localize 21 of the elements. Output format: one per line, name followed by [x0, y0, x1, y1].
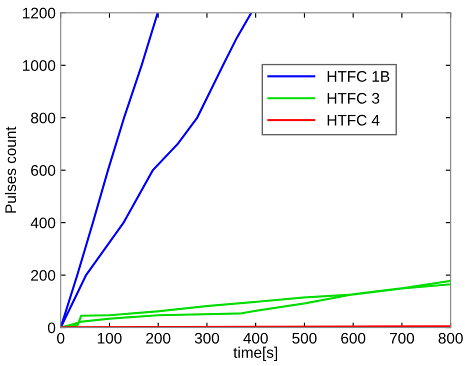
- y-tick-label: 400: [30, 218, 56, 228]
- y-tick-label: 0: [48, 322, 56, 334]
- y-tick-label: 800: [31, 112, 56, 124]
- x-tick-label: 600: [341, 332, 366, 344]
- x-tick-label: 100: [98, 332, 122, 344]
- x-tick-label: 300: [194, 332, 220, 344]
- x-tick-label: 400: [243, 332, 268, 344]
- legend-label: HTFC 4: [328, 114, 380, 126]
- y-tick-label: 600: [31, 165, 56, 176]
- x-tick-label: 700: [390, 332, 414, 344]
- legend-label: HTFC 1B: [328, 71, 390, 82]
- y-tick-label: 1000: [23, 60, 56, 71]
- x-tick-label: 0: [57, 332, 64, 344]
- x-axis-title: time[s]: [233, 346, 278, 361]
- x-tick-label: 200: [146, 332, 170, 344]
- x-tick-label: 500: [292, 332, 317, 344]
- y-tick-label: 1200: [23, 8, 56, 18]
- x-tick-label: 800: [438, 332, 463, 344]
- y-axis-title: Pulses count: [4, 126, 16, 213]
- legend-label: HTFC 3: [328, 92, 380, 104]
- y-tick-label: 200: [31, 270, 56, 281]
